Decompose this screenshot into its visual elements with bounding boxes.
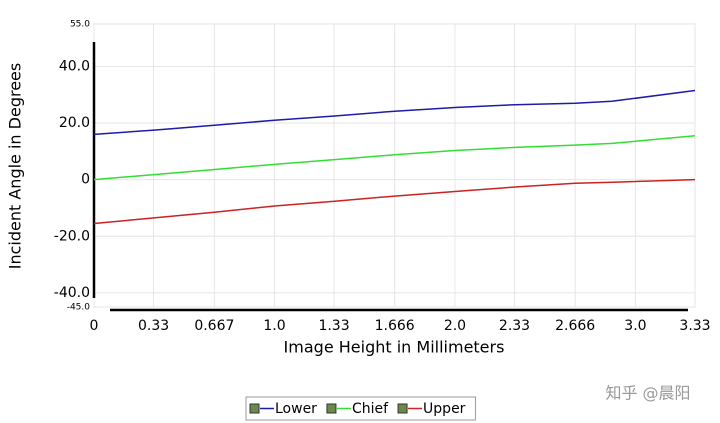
x-tick-label: 2.0 xyxy=(444,318,466,334)
legend-box xyxy=(245,396,476,421)
y-tick-label: -40.0 xyxy=(54,285,90,301)
x-tick-label: 1.666 xyxy=(375,318,415,334)
x-tick-label: 0 xyxy=(90,318,99,334)
x-tick-label: 2.33 xyxy=(499,318,530,334)
series-line xyxy=(93,89,696,136)
legend-label: Lower xyxy=(275,401,317,417)
y-tick-label: -20.0 xyxy=(54,228,90,244)
x-tick-label: 1.33 xyxy=(318,318,349,334)
y-tick-label: 40.0 xyxy=(59,58,90,74)
x-tick-label: 3.0 xyxy=(624,318,646,334)
x-tick-label: 0.33 xyxy=(138,318,169,334)
y-axis-title: Incident Angle in Degrees xyxy=(6,63,25,269)
y-tick-label: 55.0 xyxy=(70,20,90,30)
series-line xyxy=(93,135,696,181)
legend-icon xyxy=(326,403,337,414)
legend-label: Upper xyxy=(423,401,466,417)
x-tick-label: 3.33 xyxy=(679,318,710,334)
y-tick-label: -45.0 xyxy=(67,303,91,313)
legend: Lower Chief Upper xyxy=(245,396,476,421)
x-tick-label: 1.0 xyxy=(263,318,285,334)
y-tick-label: 0 xyxy=(81,172,90,188)
watermark: 知乎 @晨阳 xyxy=(605,384,690,403)
series-line xyxy=(93,178,696,225)
legend-label: Chief xyxy=(352,401,389,417)
x-tick-label: 0.667 xyxy=(194,318,234,334)
legend-icon xyxy=(249,403,260,414)
legend-icon xyxy=(397,403,408,414)
x-tick-label: 2.666 xyxy=(555,318,595,334)
x-axis-title: Image Height in Millimeters xyxy=(284,338,505,357)
y-tick-label: 20.0 xyxy=(59,115,90,131)
